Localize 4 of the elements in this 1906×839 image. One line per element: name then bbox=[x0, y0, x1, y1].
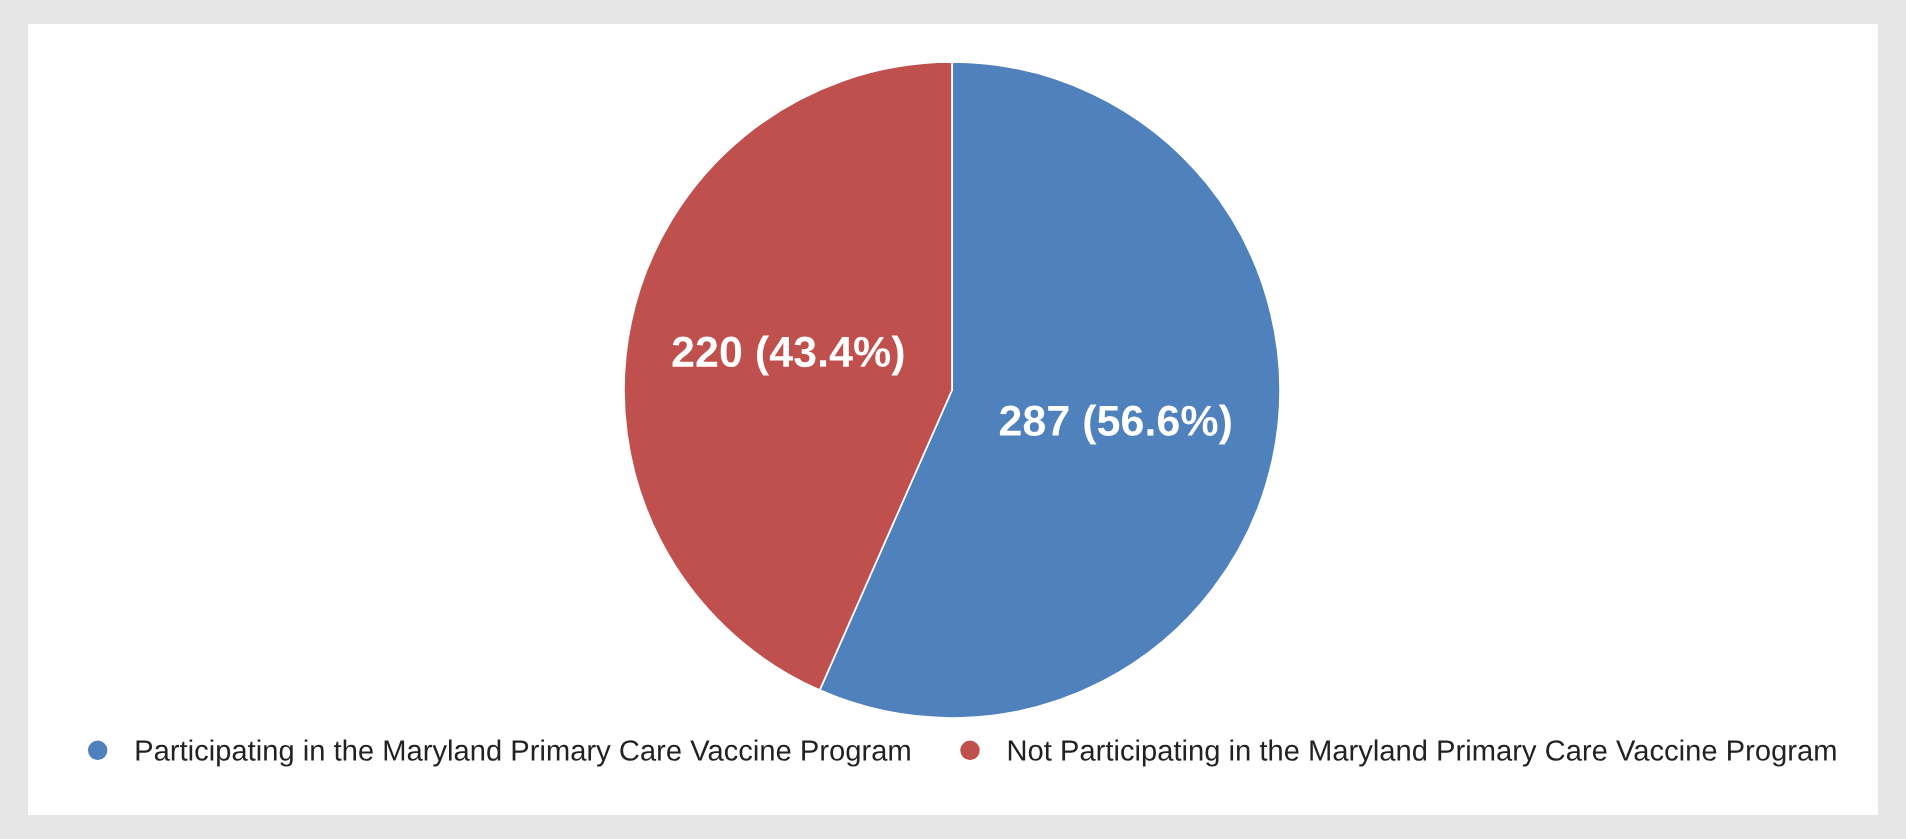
legend-label: Participating in the Maryland Primary Care Vaccine Program bbox=[136, 739, 910, 767]
data-label: 287 (56.6%) bbox=[999, 404, 1231, 445]
legend-label: Not Participating in the Maryland Primary Care Vaccine Program bbox=[1008, 739, 1836, 767]
data-label: 220 (43.4%) bbox=[672, 335, 904, 376]
